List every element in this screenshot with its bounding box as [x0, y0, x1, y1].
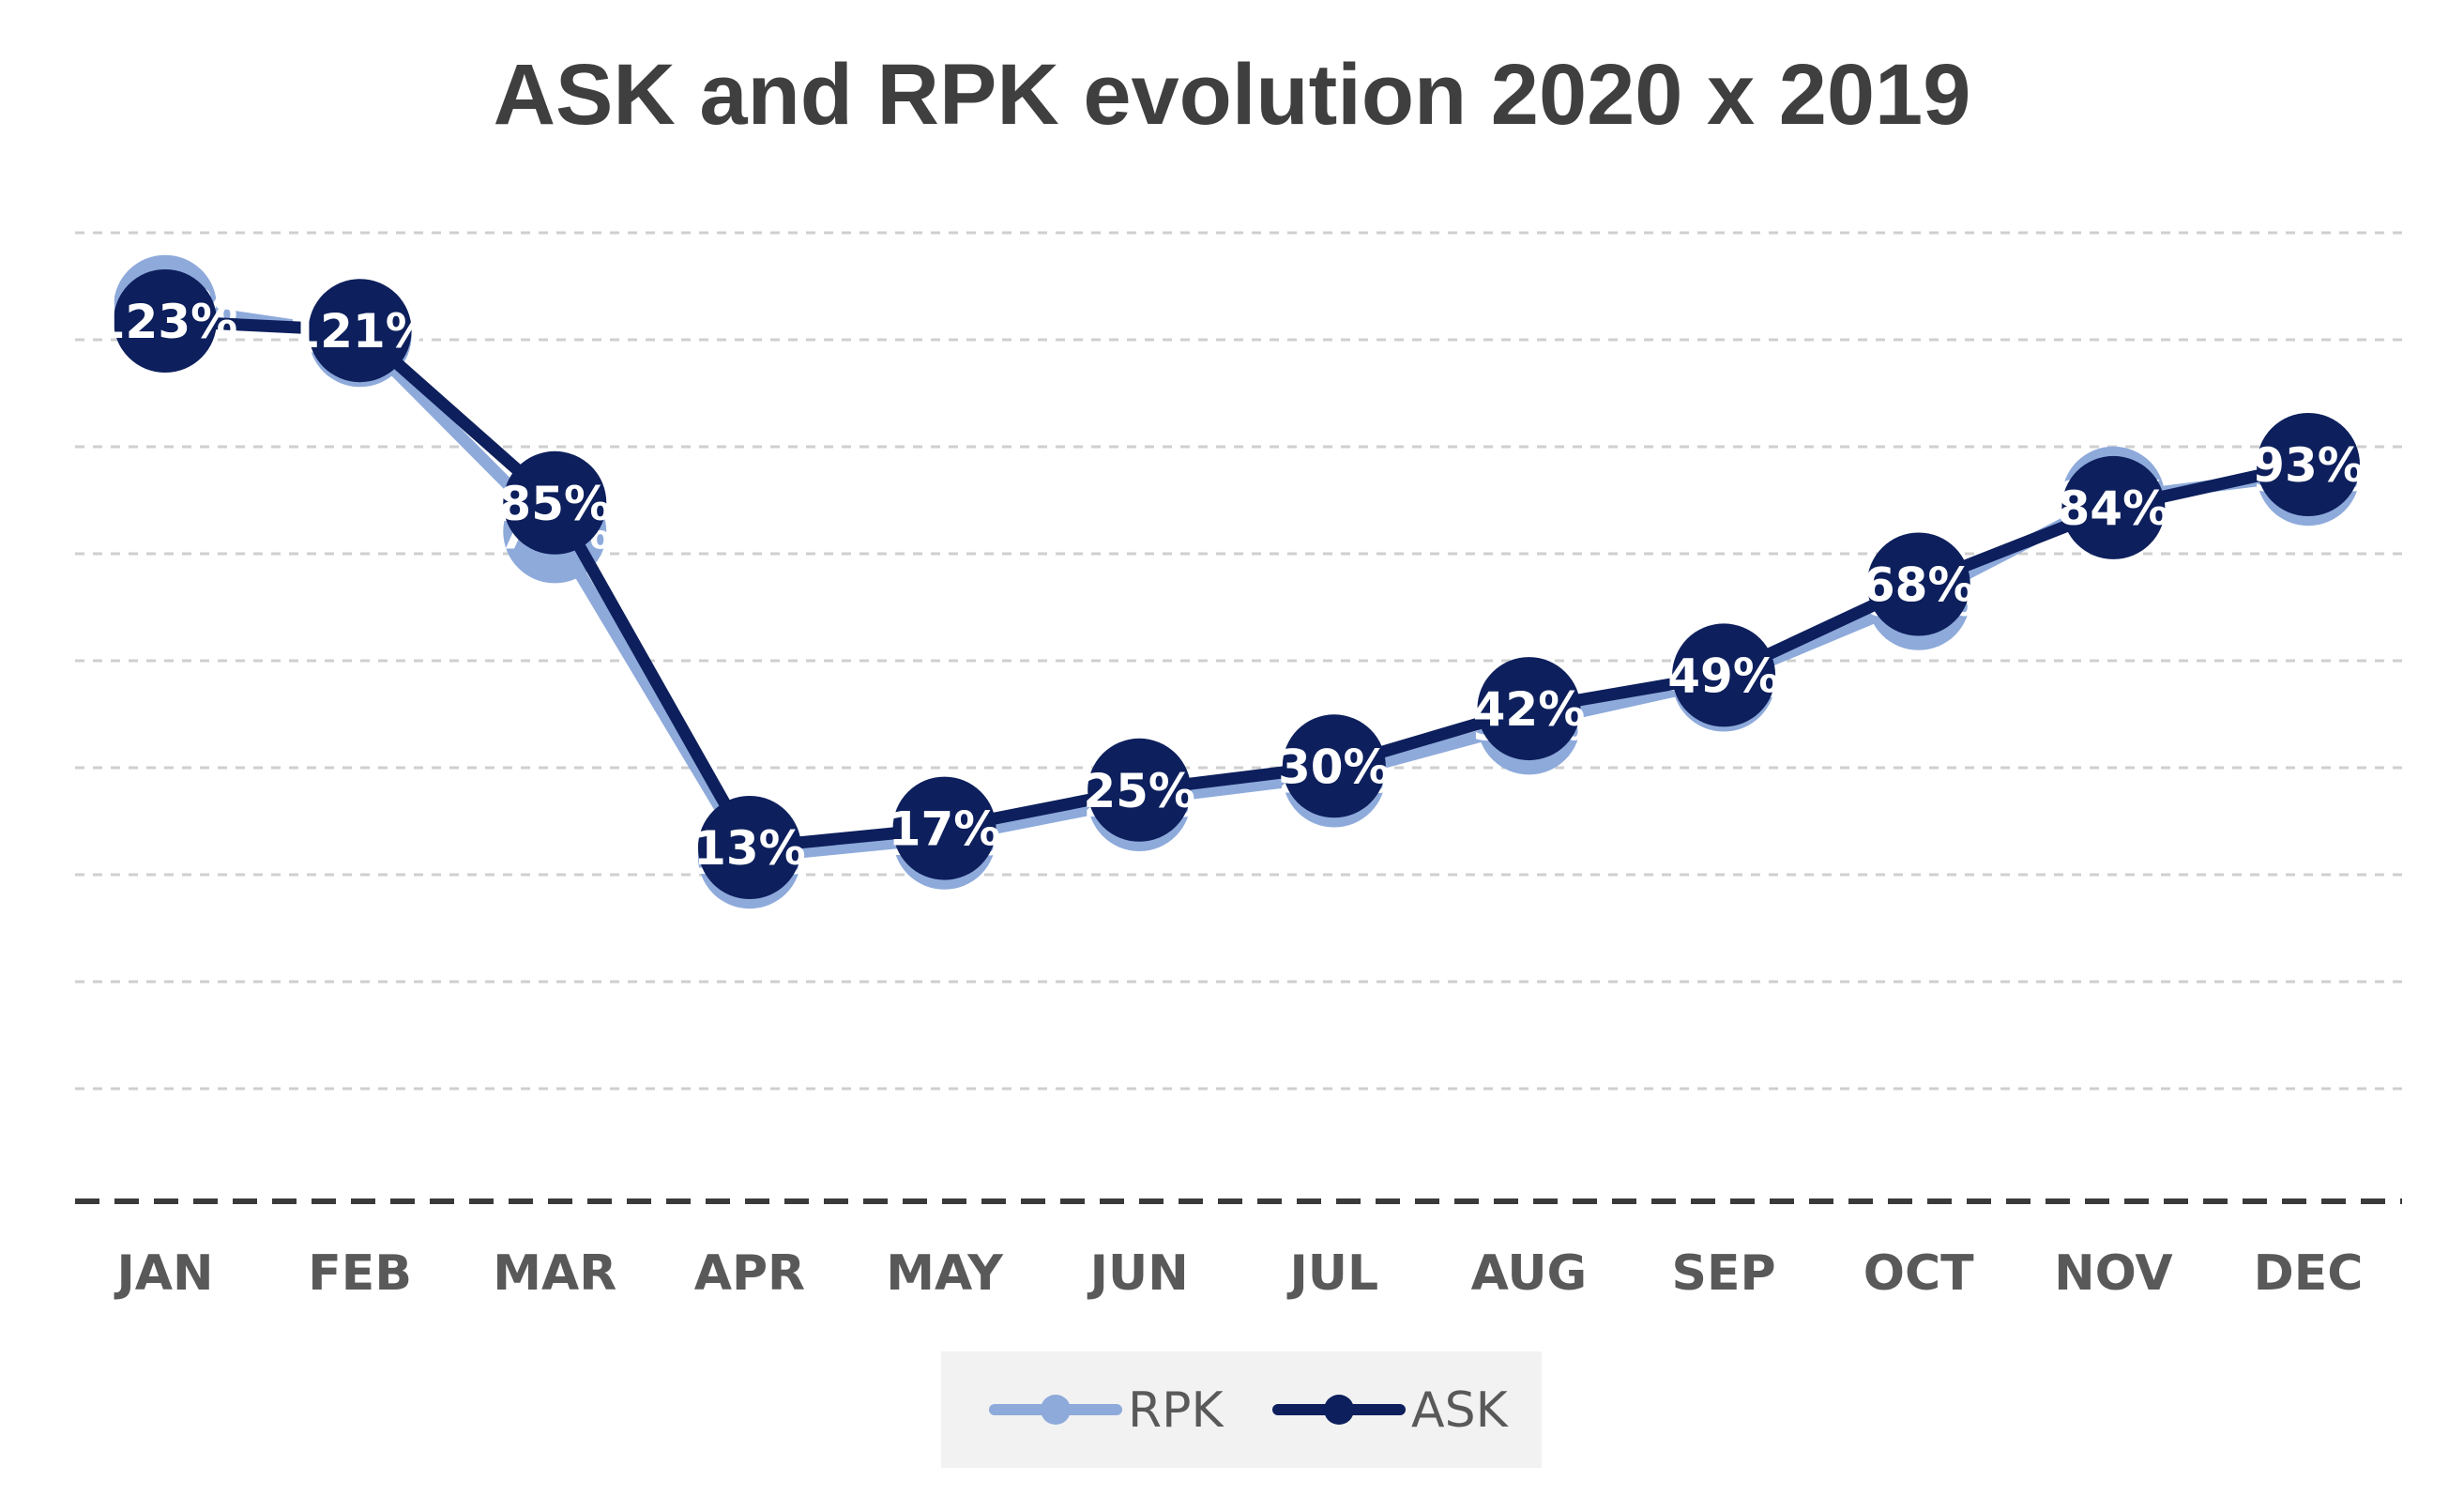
- data-point-ask-sep: [1672, 623, 1776, 727]
- data-label-ask-oct: 68%: [1863, 558, 1975, 613]
- series-lines: 126%120%79%11%15%23%28%39%48%65%86%91%12…: [93, 254, 2365, 909]
- data-point-ask-nov: [2061, 455, 2166, 559]
- x-tick-label-nov: NOV: [2054, 1245, 2173, 1302]
- x-tick-label-dec: DEC: [2254, 1245, 2364, 1302]
- data-label-ask-feb: 121%: [287, 304, 432, 359]
- x-tick-label-oct: OCT: [1863, 1245, 1974, 1302]
- x-tick-label-feb: FEB: [308, 1245, 412, 1302]
- data-point-ask-oct: [1866, 532, 1970, 636]
- x-axis-tick-labels: JAN FEB MAR APR MAY JUN JUL AUG SEP OCT NOV DEC: [114, 1245, 2363, 1302]
- data-point-ask-jul: [1282, 714, 1386, 818]
- data-label-ask-nov: 84%: [2058, 481, 2170, 536]
- x-tick-label-jan: JAN: [114, 1245, 213, 1302]
- chart-title: ASK and RPK evolution 2020 x 2019: [494, 47, 1971, 143]
- x-tick-label-jun: JUN: [1088, 1245, 1189, 1302]
- series-rpk: 126%120%79%11%15%23%28%39%48%65%86%91%: [93, 254, 2365, 909]
- data-point-ask-dec: [2257, 413, 2360, 516]
- x-tick-label-sep: SEP: [1672, 1245, 1776, 1302]
- legend-label-ask: ASK: [1411, 1382, 1510, 1439]
- data-label-ask-jan: 123%: [93, 295, 237, 349]
- legend-marker-ask: [1324, 1395, 1354, 1425]
- series-ask: 123% 121% 85% 13% 17% 25% 30% 42% 49% 68% 84% 93%: [93, 269, 2365, 899]
- legend-item-rpk: RPK: [989, 1382, 1224, 1439]
- legend: RPK ASK: [941, 1351, 1542, 1468]
- x-tick-label-may: MAY: [886, 1245, 1004, 1302]
- gridlines: [75, 231, 2402, 1091]
- data-label-ask-dec: 93%: [2252, 438, 2365, 493]
- legend-marker-rpk: [1041, 1395, 1071, 1425]
- data-label-ask-may: 17%: [889, 802, 1001, 857]
- data-point-ask-aug: [1477, 657, 1581, 761]
- data-point-ask-jun: [1088, 738, 1192, 842]
- x-tick-label-jul: JUL: [1286, 1245, 1378, 1302]
- data-label-ask-jun: 25%: [1083, 764, 1195, 818]
- data-label-ask-apr: 13%: [693, 821, 806, 876]
- x-tick-label-mar: MAR: [493, 1245, 616, 1302]
- legend-label-rpk: RPK: [1128, 1382, 1224, 1439]
- x-tick-label-aug: AUG: [1471, 1245, 1588, 1302]
- data-point-ask-apr: [697, 796, 801, 899]
- data-point-ask-may: [892, 776, 996, 880]
- data-label-ask-jul: 30%: [1278, 740, 1391, 794]
- data-point-ask-mar: [503, 450, 607, 555]
- x-tick-label-apr: APR: [694, 1245, 805, 1302]
- legend-item-ask: ASK: [1272, 1382, 1510, 1439]
- data-label-ask-sep: 49%: [1667, 649, 1780, 703]
- data-label-ask-aug: 42%: [1473, 682, 1586, 737]
- data-label-ask-mar: 85%: [498, 477, 611, 531]
- data-point-ask-feb: [308, 279, 412, 383]
- data-point-ask-jan: [114, 269, 217, 373]
